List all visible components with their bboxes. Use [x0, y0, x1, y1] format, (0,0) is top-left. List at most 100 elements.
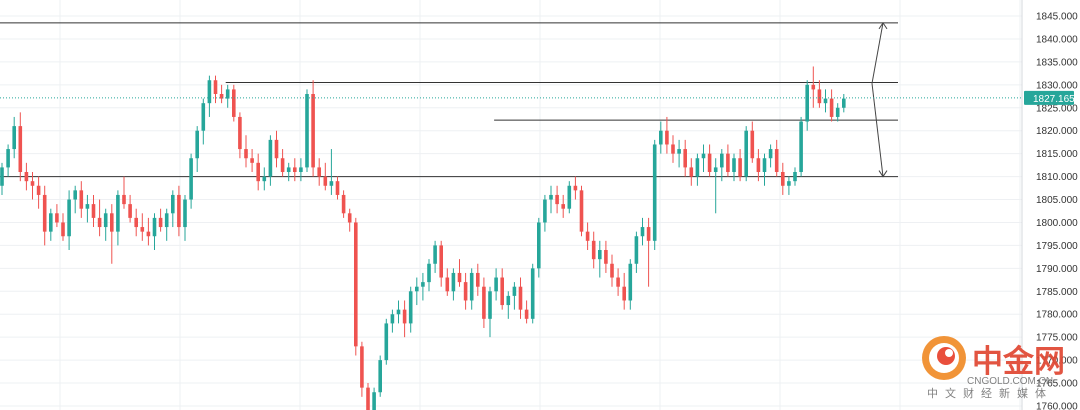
candle-body	[128, 204, 132, 218]
candle-body	[232, 89, 236, 117]
current-price-badge-bg	[1024, 90, 1074, 105]
candle-body	[835, 107, 840, 117]
candle-body	[445, 277, 450, 292]
candle	[36, 176, 41, 209]
candle-body	[524, 309, 529, 319]
candle	[207, 75, 212, 117]
candle-body	[244, 149, 248, 159]
candle	[427, 259, 431, 292]
candle-body	[591, 240, 596, 260]
candle	[97, 199, 102, 237]
candle	[665, 116, 669, 154]
candle	[457, 259, 462, 287]
candle-body	[787, 181, 791, 186]
candle-body	[842, 98, 846, 108]
candle	[817, 80, 822, 108]
candle-body	[268, 139, 273, 177]
candle	[433, 240, 437, 273]
y-tick-label: 1835.000	[1036, 57, 1078, 68]
y-tick-label: 1780.000	[1036, 310, 1078, 321]
candle-body	[280, 158, 285, 172]
candle	[171, 190, 175, 228]
candle	[103, 208, 108, 241]
arrow-0	[871, 21, 888, 84]
candle	[738, 149, 742, 182]
candle-body	[646, 227, 651, 241]
candle	[811, 66, 816, 108]
candle	[835, 103, 840, 122]
candle-body	[140, 227, 145, 232]
candle	[622, 272, 626, 310]
candle-body	[622, 286, 626, 301]
candle	[61, 213, 65, 241]
candle	[555, 185, 559, 214]
candle-body	[116, 194, 120, 232]
candle-body	[506, 295, 511, 306]
candle	[73, 185, 77, 214]
candle-body	[537, 222, 541, 269]
candle	[482, 277, 486, 328]
candle-body	[427, 263, 431, 283]
candle	[30, 172, 35, 200]
candle	[610, 254, 614, 287]
candle	[402, 300, 407, 338]
candle-body	[183, 199, 187, 228]
candle	[49, 208, 53, 241]
candle	[762, 153, 767, 186]
candle-body	[134, 217, 138, 228]
candle	[445, 268, 450, 296]
candle-body	[256, 162, 260, 182]
candle	[463, 272, 468, 310]
candle-body	[811, 84, 816, 90]
candle	[518, 277, 523, 319]
candle-body	[207, 80, 212, 104]
candle	[732, 153, 736, 182]
candle	[366, 383, 370, 410]
candle	[268, 135, 273, 186]
candle-body	[738, 158, 742, 177]
candle	[219, 84, 224, 104]
candle-body	[476, 272, 480, 287]
candle	[79, 181, 84, 218]
candle-body	[451, 272, 456, 292]
candles	[0, 66, 846, 410]
arrow-head-icon	[878, 170, 888, 178]
candle-body	[457, 272, 462, 283]
candle	[262, 167, 267, 191]
price-axis[interactable]: 1845.000 1840.000 1835.000 1830.000 1825.000…	[1021, 0, 1080, 410]
candle	[640, 217, 645, 246]
candle-body	[634, 236, 639, 264]
y-tick-label: 1840.000	[1036, 34, 1078, 45]
candle	[323, 162, 328, 191]
candle-body	[793, 172, 797, 182]
candle-body	[543, 199, 547, 223]
candle	[476, 263, 480, 296]
candle	[110, 204, 114, 264]
candle-body	[177, 194, 181, 228]
candle	[256, 153, 260, 191]
candle	[372, 387, 376, 410]
candle	[677, 139, 681, 168]
candle-body	[732, 158, 736, 172]
arrow-shaft	[871, 22, 884, 84]
candle-body	[720, 153, 724, 168]
candle-body	[18, 126, 23, 172]
candle	[793, 167, 797, 186]
candle-body	[189, 158, 193, 200]
candle-body	[6, 149, 10, 168]
candle-body	[49, 213, 53, 232]
current-price-label: 1827.165	[1033, 94, 1075, 105]
candle	[573, 176, 578, 200]
candle-body	[238, 116, 242, 150]
candle-body	[659, 130, 663, 145]
candle	[128, 194, 132, 223]
candle	[549, 185, 553, 214]
arrow-1	[871, 83, 888, 178]
candle-body	[293, 167, 297, 172]
candle	[158, 208, 163, 232]
y-tick-label: 1815.000	[1036, 149, 1078, 160]
candle-body	[408, 291, 413, 324]
price-axis-bg	[1022, 0, 1080, 410]
candle	[781, 162, 785, 195]
